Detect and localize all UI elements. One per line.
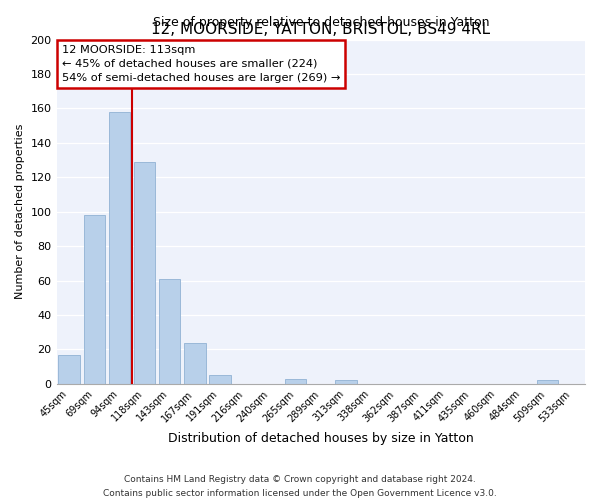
Text: Size of property relative to detached houses in Yatton: Size of property relative to detached ho… bbox=[152, 16, 489, 29]
Bar bbox=[335, 380, 356, 384]
Text: 12 MOORSIDE: 113sqm
← 45% of detached houses are smaller (224)
54% of semi-detac: 12 MOORSIDE: 113sqm ← 45% of detached ho… bbox=[62, 44, 340, 82]
Bar bbox=[209, 376, 231, 384]
Bar bbox=[83, 215, 105, 384]
X-axis label: Distribution of detached houses by size in Yatton: Distribution of detached houses by size … bbox=[168, 432, 473, 445]
Bar bbox=[58, 354, 80, 384]
Bar bbox=[285, 378, 307, 384]
Bar bbox=[159, 279, 181, 384]
Title: 12, MOORSIDE, YATTON, BRISTOL, BS49 4RL: 12, MOORSIDE, YATTON, BRISTOL, BS49 4RL bbox=[151, 22, 490, 37]
Bar bbox=[134, 162, 155, 384]
Y-axis label: Number of detached properties: Number of detached properties bbox=[15, 124, 25, 300]
Bar bbox=[536, 380, 558, 384]
Bar bbox=[109, 112, 130, 384]
Text: Contains HM Land Registry data © Crown copyright and database right 2024.
Contai: Contains HM Land Registry data © Crown c… bbox=[103, 476, 497, 498]
Bar bbox=[184, 342, 206, 384]
